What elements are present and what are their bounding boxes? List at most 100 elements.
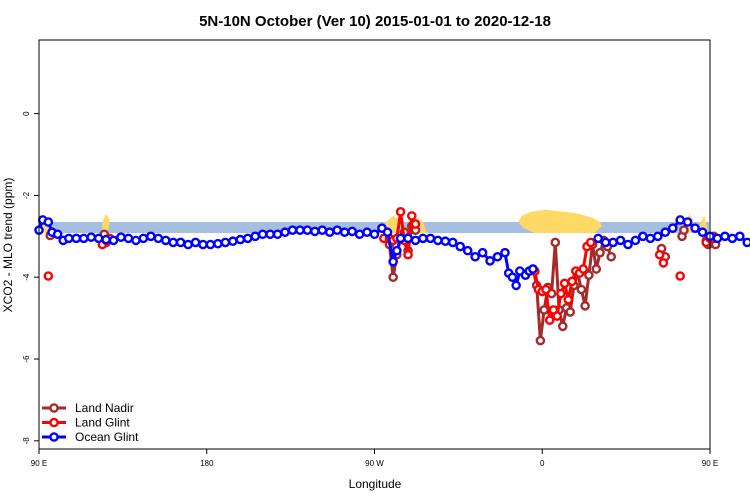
ocean-glint-point [43,217,54,227]
ocean-glint-point [447,237,458,248]
ocean-glint-point [287,225,298,235]
ocean-glint-point [675,215,685,225]
x-tick-label: 180 [200,459,214,468]
ocean-glint-point [235,234,246,245]
ocean-glint-point [433,235,443,246]
land-glint-point [541,284,551,295]
ocean-glint-point [302,225,313,235]
ocean-glint-point [593,233,603,244]
legend-item-land-glint: Land Glint [42,416,130,430]
land-nadir-point [535,335,546,346]
land-glint-point [556,288,566,299]
ocean-glint-point [250,231,261,242]
ocean-glint-point [477,247,488,258]
chart-title: 5N-10N October (Ver 10) 2015-01-01 to 20… [199,13,551,30]
ocean-glint-point [645,233,656,244]
ocean-glint-point [160,235,171,246]
ocean-glint-point [720,231,730,242]
legend-label: Land Glint [75,416,130,430]
ocean-glint-point [418,233,428,244]
land-glint-point [544,315,555,325]
land-glint-point [563,294,574,305]
ocean-glint-point [470,251,480,262]
land-nadir-point [565,307,576,317]
ocean-glint-point [228,236,238,247]
ocean-glint-point [660,227,671,238]
ocean-glint-point [272,229,283,240]
ocean-glint-point [362,227,372,238]
land-nadir-point [591,264,602,274]
ocean-glint-point [108,235,119,246]
ocean-glint-point [138,233,149,244]
ocean-glint-point [638,231,648,242]
ocean-glint-point [310,226,320,237]
legend-swatch-marker [49,432,59,442]
ocean-glint-point [410,235,421,246]
ocean-glint-point [600,237,611,248]
x-tick-label: 0 [540,459,545,468]
land-nadir-point [539,305,549,315]
ocean-glint-point [64,233,74,244]
ocean-glint-point [528,264,538,274]
land-glint-point [406,211,417,221]
land-shape [518,209,602,234]
ocean-glint-point [462,245,473,256]
ocean-glint-point [71,233,82,244]
ocean-glint-point [392,245,402,256]
ocean-glint-point [653,231,663,242]
y-tick-label: -2 [22,191,31,199]
y-axis: 0 -2 -4 -6 -8 [22,111,39,444]
legend-swatch-marker [49,417,59,428]
ocean-glint-point [455,241,466,252]
ocean-glint-point [511,280,521,291]
ocean-glint-point [198,239,208,250]
ocean-glint-point [492,251,503,262]
ocean-glint-point [630,235,641,246]
ocean-glint-point [690,223,700,233]
ocean-glint-point [123,233,134,244]
y-tick-label: -6 [22,355,31,363]
land-nadir-point [584,270,594,280]
ocean-glint-point [175,237,186,248]
ocean-glint-point [500,247,510,258]
ocean-glint-point [153,233,164,244]
legend-swatch-marker [49,403,59,413]
land-nadir-point [388,272,398,283]
ocean-glint-point [697,227,708,238]
land-glint-point [552,311,562,321]
land-nadir-point [550,237,561,248]
ocean-glint-point [213,238,223,249]
legend-label: Land Nadir [75,401,134,415]
ocean-glint-point [388,256,398,267]
ocean-glint-point [220,237,231,248]
ocean-glint-point [369,229,380,240]
land-glint-point [403,249,413,260]
land-glint-point [658,258,669,268]
y-axis-label: XCO2 - MLO trend (ppm) [1,178,15,313]
ocean-glint-point [116,232,126,242]
ocean-glint-point [93,233,104,244]
ocean-glint-point [295,225,305,235]
ocean-glint-point [257,229,268,240]
land-glint-point [675,271,685,281]
land-nadir-point [576,284,587,295]
ocean-glint-point [712,233,723,244]
ocean-glint-series [34,215,750,291]
land-nadir-point [557,321,568,332]
ocean-glint-point [242,233,253,244]
ocean-glint-point [425,233,436,244]
ocean-glint-point [727,233,738,244]
x-tick-label: 90 W [365,459,384,468]
ocean-glint-point [168,237,178,248]
ocean-glint-point [608,237,618,248]
ocean-glint-point [146,231,156,242]
ocean-glint-point [354,229,365,240]
ocean-glint-point [485,256,495,266]
x-axis: 90 E 180 90 W 0 90 E [31,449,718,468]
ocean-glint-point [190,237,201,248]
land-glint-point [43,271,54,281]
y-tick-label: -4 [22,273,31,281]
land-glint-point [578,264,589,274]
ocean-glint-point [265,229,275,240]
